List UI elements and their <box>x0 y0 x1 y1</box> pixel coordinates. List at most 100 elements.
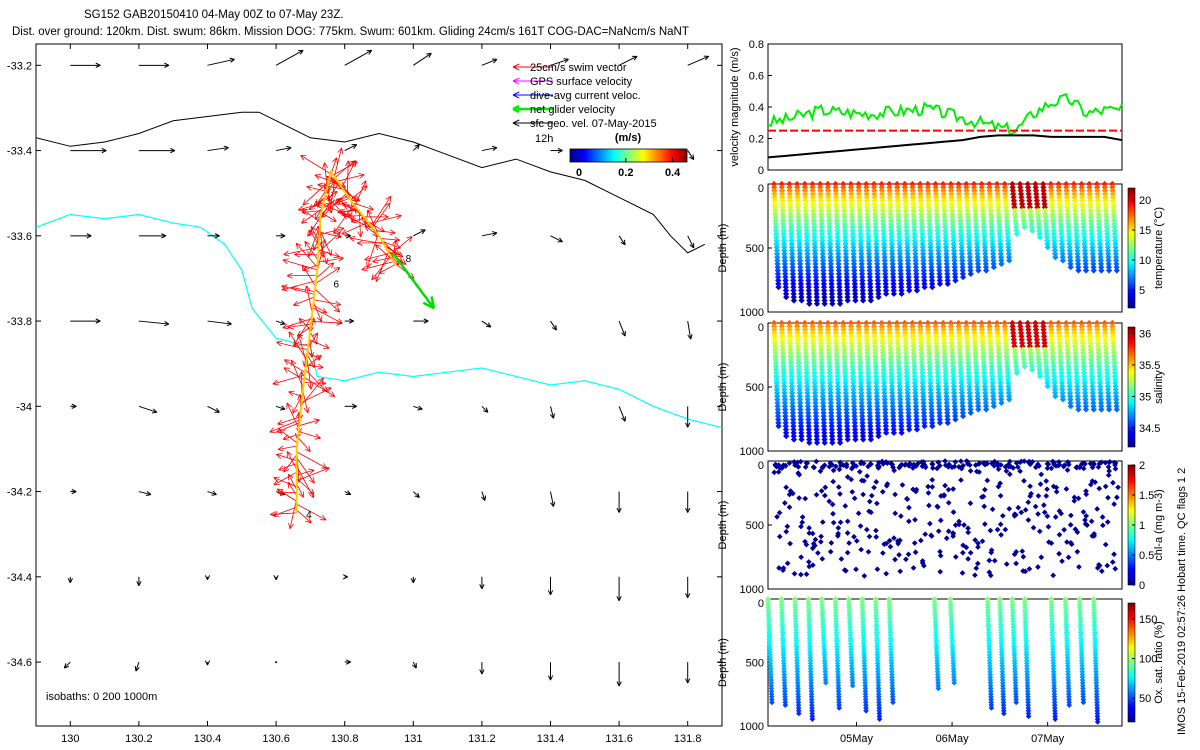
swim-vector-arrow-head <box>327 387 332 393</box>
temperature-colorbar-tick-label: 15 <box>1139 225 1151 237</box>
geo-velocity-arrow <box>481 58 498 66</box>
geo-velocity-arrow <box>138 62 170 68</box>
swim-vector-arrow <box>315 267 341 284</box>
swim-vector-arrow <box>288 390 303 398</box>
geo-velocity-arrow-head <box>620 241 626 246</box>
swim-vector-arrow <box>314 174 340 185</box>
chlorophyll-colorbar-tick-label: 1 <box>1139 520 1145 532</box>
swim-vector-arrow-shaft <box>276 341 308 351</box>
geo-velocity-arrow-head <box>299 50 304 55</box>
geo-velocity-arrow <box>138 147 176 154</box>
swim-vector-arrow-shaft <box>306 186 327 192</box>
geo-velocity-arrow-head <box>224 147 229 151</box>
geo-velocity-arrow-shaft <box>207 491 217 496</box>
swim-vector-arrow-head <box>353 199 360 202</box>
geo-velocity-arrow-head <box>204 575 208 581</box>
swim-vector-arrow-shaft <box>288 474 298 490</box>
swim-vector-arrow-shaft <box>295 242 318 268</box>
map-y-tick-label: -33.2 <box>7 60 32 72</box>
swim-vector-arrow <box>318 239 329 265</box>
geo-velocity-arrow-head <box>428 53 432 58</box>
geo-velocity-arrow <box>70 318 101 324</box>
swim-vector-arrow-shaft <box>278 445 298 450</box>
swim-vector-arrow-head <box>345 160 349 167</box>
swim-vector-arrow-head <box>302 199 306 206</box>
temperature-colorbar-tick-label: 20 <box>1139 195 1151 207</box>
swim-vector-arrow <box>273 471 297 486</box>
geo-velocity-arrow-head <box>135 667 140 672</box>
swim-vector-arrow-head <box>286 402 292 408</box>
temperature-y-tick-label: 1000 <box>740 307 764 319</box>
time-marker-label: 12h <box>535 133 553 145</box>
swim-vector-arrow-head <box>346 211 352 217</box>
swim-vector-arrow-head <box>313 477 315 484</box>
geo-velocity-arrow <box>207 57 235 66</box>
swim-vector-arrow-head <box>315 201 322 206</box>
swim-vector-arrow-head <box>322 251 326 258</box>
geo-velocity-arrow-head <box>417 408 423 411</box>
geo-velocity-arrow-head <box>550 590 554 596</box>
geo-velocity-arrow-shaft <box>481 58 498 66</box>
swim-vector-arrow-head <box>335 236 342 239</box>
swim-vector-arrow-shaft <box>289 498 298 529</box>
geo-velocity-arrow-shaft <box>550 406 554 419</box>
swim-vector-arrow <box>313 302 323 322</box>
geo-velocity-arrow-head <box>281 320 286 325</box>
swim-vector-arrow-head <box>282 434 288 440</box>
oxygen-y-tick-label: 0 <box>758 598 764 610</box>
swim-vector-arrow-head <box>307 406 310 414</box>
geo-velocity-arrow-head <box>412 664 417 669</box>
geo-velocity-arrow-head <box>547 675 551 681</box>
swim-vector-arrow-shaft <box>315 267 340 284</box>
swim-vector-arrow <box>294 251 319 258</box>
geo-velocity-arrow-head <box>348 318 354 322</box>
swim-vector-arrow-head <box>281 285 287 291</box>
geo-velocity-arrow-head <box>557 147 563 152</box>
swim-vector-arrow <box>337 173 365 182</box>
swim-vector-arrow-head <box>273 515 280 517</box>
swim-vector-arrow-head <box>291 287 297 292</box>
geo-velocity-arrow <box>550 235 563 243</box>
swim-vector-arrow-head <box>316 332 319 339</box>
geo-velocity-arrow <box>138 490 152 497</box>
swim-vector-arrow-head <box>330 220 337 222</box>
swim-vector-arrow-head <box>305 520 312 524</box>
swim-vector-arrow-shaft <box>298 431 321 439</box>
geo-velocity-arrow <box>207 145 229 152</box>
swim-vector-arrow-shaft <box>311 321 342 324</box>
geo-velocity-arrow-shaft <box>687 235 695 249</box>
swim-vector-arrow-head <box>313 246 319 251</box>
swim-vector-arrow-shaft <box>288 331 307 361</box>
swim-vector-arrow-head <box>300 154 307 157</box>
geo-velocity-arrow-shaft <box>481 232 497 237</box>
geo-velocity-arrow-shaft <box>481 147 497 152</box>
geo-velocity-arrow <box>479 662 485 675</box>
coastline-line <box>36 111 706 254</box>
swim-vector-arrow-head <box>314 437 321 440</box>
geo-velocity-arrow <box>547 662 554 681</box>
geo-velocity-arrow-head <box>164 62 170 66</box>
map-x-tick-label: 130.4 <box>194 733 222 745</box>
swim-vector-arrow-head <box>277 492 284 496</box>
swim-vector-arrow-head <box>308 468 315 471</box>
swim-vector-arrow-shaft <box>320 212 337 222</box>
geo-velocity-arrow-head <box>621 332 626 337</box>
swim-vector-arrow-head <box>288 390 295 393</box>
geo-velocity-arrow <box>70 62 101 68</box>
geo-velocity-arrow-head <box>485 325 491 328</box>
swim-vector-arrow-head <box>282 323 288 329</box>
swim-vector-arrow-head <box>298 205 304 211</box>
swim-vector-arrow-shaft <box>283 367 305 381</box>
swim-vector-arrow-head <box>334 304 341 307</box>
swim-vector-arrow-head <box>278 449 285 452</box>
geo-velocity-arrow <box>616 662 622 687</box>
geo-velocity-arrow <box>204 575 211 581</box>
swim-vector-arrow-head <box>311 351 315 358</box>
swim-vector-arrow <box>307 216 321 237</box>
swim-vector-arrow-shaft <box>269 419 300 433</box>
geo-velocity-arrow-head <box>161 235 167 239</box>
geo-velocity-arrow-head <box>273 575 277 581</box>
geo-velocity-arrow-shaft <box>63 661 71 669</box>
